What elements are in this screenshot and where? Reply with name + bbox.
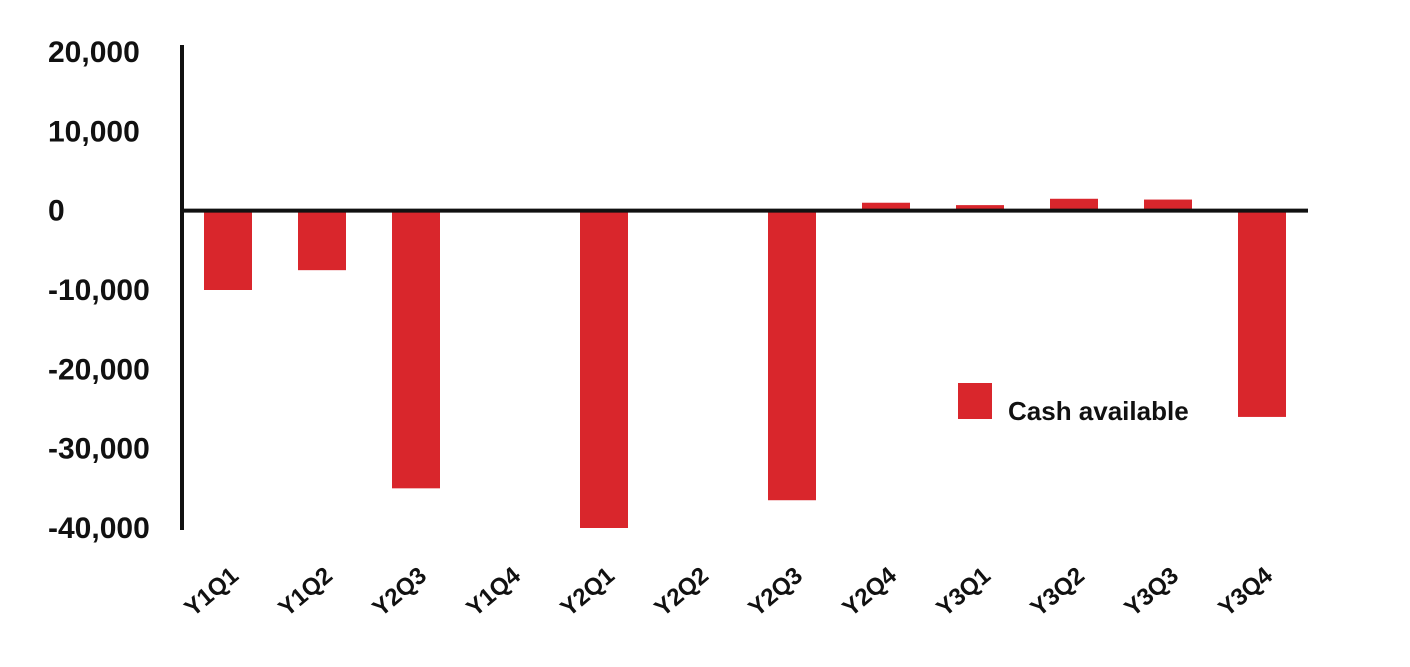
y-tick-label: -40,000 <box>48 512 150 545</box>
y-tick-label: 10,000 <box>48 115 140 148</box>
x-tick-label: Y1Q4 <box>461 561 526 622</box>
bar-y3q4 <box>1238 210 1286 417</box>
x-tick-label: Y3Q2 <box>1025 562 1089 622</box>
bar-y3q1 <box>956 205 1004 211</box>
y-axis-tick-labels: 20,000 10,000 0 -10,000 -20,000 -30,000 -40,00… <box>48 36 150 545</box>
y-tick-label: 20,000 <box>48 36 140 69</box>
legend: Cash available <box>958 383 1189 426</box>
x-tick-label: Y2Q2 <box>649 562 713 622</box>
bar-y3q3 <box>1144 199 1192 211</box>
y-tick-label: -30,000 <box>48 433 150 466</box>
bar-y1q2 <box>298 210 346 271</box>
y-tick-label: 0 <box>48 195 65 228</box>
y-tick-label: -10,000 <box>48 274 150 307</box>
x-tick-label: Y3Q4 <box>1213 561 1278 622</box>
x-tick-label: Y2Q4 <box>837 561 902 622</box>
bar-y3q2 <box>1050 198 1098 211</box>
bars <box>204 198 1286 528</box>
legend-label: Cash available <box>1008 396 1189 426</box>
x-axis-category-labels: Y1Q1 Y1Q2 Y2Q3 Y1Q4 Y2Q1 Y2Q2 Y2Q3 Y2Q4 Y3Q1 Y3Q2… <box>179 561 1278 622</box>
bar-y1q1 <box>204 210 252 290</box>
bar-y2q1 <box>580 210 628 528</box>
x-tick-label: Y2Q1 <box>555 562 619 622</box>
bar-y2q3 <box>768 210 816 501</box>
x-tick-label: Y3Q3 <box>1119 562 1183 622</box>
y-tick-label: -20,000 <box>48 353 150 386</box>
x-tick-label: Y1Q2 <box>273 562 337 622</box>
bar-y2q3 <box>392 210 440 489</box>
x-tick-label: Y2Q3 <box>367 562 431 622</box>
x-tick-label: Y3Q1 <box>931 562 995 622</box>
x-tick-label: Y1Q1 <box>179 562 243 622</box>
x-tick-label: Y2Q3 <box>743 562 807 622</box>
legend-swatch <box>958 383 992 419</box>
bar-y2q4 <box>862 202 910 211</box>
